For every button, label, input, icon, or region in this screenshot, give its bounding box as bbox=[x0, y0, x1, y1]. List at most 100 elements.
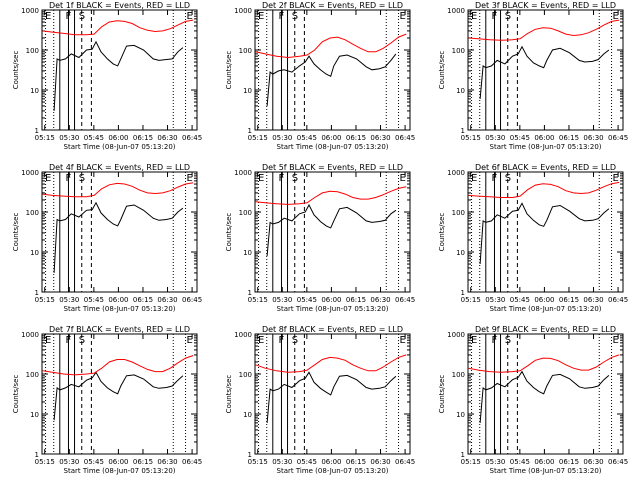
marker-label-s: S bbox=[79, 173, 85, 184]
x-tick-label: 06:00 bbox=[321, 458, 341, 466]
y-tick-label: 10 bbox=[30, 87, 39, 95]
x-tick-label: 06:15 bbox=[133, 458, 153, 466]
x-tick-label: 06:15 bbox=[346, 458, 366, 466]
y-tick-label: 100 bbox=[239, 371, 252, 379]
x-tick-label: 06:00 bbox=[534, 134, 554, 142]
x-tick-label: 05:15 bbox=[461, 296, 481, 304]
x-tick-label: 06:30 bbox=[370, 134, 390, 142]
y-tick-label: 1 bbox=[35, 451, 39, 459]
y-tick-label: 10 bbox=[243, 249, 252, 257]
marker-label-f: F bbox=[278, 11, 284, 22]
marker-label-e: E bbox=[400, 335, 406, 346]
x-tick-label: 06:45 bbox=[395, 458, 415, 466]
x-tick-label: 06:30 bbox=[370, 296, 390, 304]
series-events-line-5 bbox=[266, 203, 397, 256]
series-lld-line-6 bbox=[468, 181, 620, 198]
series-lld-line-1 bbox=[42, 19, 194, 36]
marker-label-e: E bbox=[258, 173, 264, 184]
y-tick-label: 1000 bbox=[21, 169, 39, 177]
marker-label-e: E bbox=[258, 335, 264, 346]
x-tick-label: 06:15 bbox=[133, 134, 153, 142]
marker-label-s: S bbox=[505, 173, 511, 184]
marker-label-f: F bbox=[65, 173, 71, 184]
y-tick-label: 1000 bbox=[234, 331, 252, 339]
y-tick-label: 100 bbox=[239, 47, 252, 55]
x-tick-label: 05:15 bbox=[248, 134, 268, 142]
marker-label-e: E bbox=[45, 335, 51, 346]
marker-label-f: F bbox=[491, 173, 497, 184]
y-tick-label: 10 bbox=[456, 249, 465, 257]
plot-frame-2 bbox=[254, 9, 411, 131]
x-tick-label: 05:15 bbox=[35, 296, 55, 304]
y-tick-label: 10 bbox=[30, 411, 39, 419]
y-tick-label: 1000 bbox=[447, 169, 465, 177]
x-axis-label-7: Start Time (08-Jun-07 05:13:20) bbox=[64, 467, 176, 475]
series-lld-line-7 bbox=[42, 355, 194, 376]
marker-label-s: S bbox=[292, 335, 298, 346]
y-axis-label-8: Counts/sec bbox=[225, 375, 233, 414]
x-tick-label: 06:30 bbox=[157, 458, 177, 466]
x-tick-label: 06:30 bbox=[583, 134, 603, 142]
marker-label-e: E bbox=[45, 173, 51, 184]
y-tick-label: 1000 bbox=[21, 331, 39, 339]
x-tick-label: 06:00 bbox=[534, 458, 554, 466]
series-events-line-8 bbox=[266, 371, 397, 423]
y-tick-label: 10 bbox=[30, 249, 39, 257]
marker-label-f: F bbox=[65, 11, 71, 22]
x-tick-label: 06:30 bbox=[157, 134, 177, 142]
x-tick-label: 06:00 bbox=[108, 134, 128, 142]
marker-label-s: S bbox=[79, 335, 85, 346]
x-axis-label-5: Start Time (08-Jun-07 05:13:20) bbox=[277, 305, 389, 313]
marker-label-e: E bbox=[187, 11, 193, 22]
x-tick-label: 06:15 bbox=[559, 458, 579, 466]
x-tick-label: 05:30 bbox=[59, 134, 79, 142]
marker-label-e: E bbox=[400, 173, 406, 184]
y-tick-label: 1000 bbox=[234, 7, 252, 15]
y-tick-label: 100 bbox=[452, 371, 465, 379]
x-tick-label: 05:45 bbox=[510, 458, 530, 466]
y-tick-label: 1 bbox=[461, 451, 465, 459]
x-tick-label: 05:15 bbox=[248, 296, 268, 304]
y-tick-label: 100 bbox=[239, 209, 252, 217]
panel-title-8: Det 8f BLACK = Events, RED = LLD bbox=[262, 325, 403, 334]
marker-label-e: E bbox=[187, 335, 193, 346]
series-events-line-2 bbox=[266, 53, 397, 106]
x-tick-label: 05:30 bbox=[272, 296, 292, 304]
y-tick-label: 10 bbox=[456, 411, 465, 419]
x-tick-label: 05:45 bbox=[84, 134, 104, 142]
marker-label-e: E bbox=[613, 173, 619, 184]
series-events-line-6 bbox=[479, 202, 610, 265]
marker-label-f: F bbox=[491, 335, 497, 346]
x-tick-label: 06:30 bbox=[157, 296, 177, 304]
x-tick-label: 05:15 bbox=[35, 134, 55, 142]
plot-frame-5 bbox=[254, 171, 411, 293]
x-tick-label: 05:45 bbox=[297, 296, 317, 304]
y-tick-label: 100 bbox=[26, 209, 39, 217]
x-tick-label: 05:30 bbox=[59, 458, 79, 466]
y-tick-label: 100 bbox=[452, 209, 465, 217]
plot-frame-3 bbox=[467, 9, 624, 131]
x-tick-label: 06:45 bbox=[608, 134, 628, 142]
y-tick-label: 1000 bbox=[447, 331, 465, 339]
marker-label-f: F bbox=[278, 335, 284, 346]
x-tick-label: 06:45 bbox=[608, 296, 628, 304]
panel-title-6: Det 6f BLACK = Events, RED = LLD bbox=[475, 163, 616, 172]
x-tick-label: 05:45 bbox=[84, 458, 104, 466]
y-tick-label: 1 bbox=[35, 289, 39, 297]
x-axis-label-4: Start Time (08-Jun-07 05:13:20) bbox=[64, 305, 176, 313]
x-axis-label-8: Start Time (08-Jun-07 05:13:20) bbox=[277, 467, 389, 475]
panel-title-5: Det 5f BLACK = Events, RED = LLD bbox=[262, 163, 403, 172]
x-tick-label: 06:45 bbox=[182, 134, 202, 142]
panel-title-4: Det 4f BLACK = Events, RED = LLD bbox=[49, 163, 190, 172]
x-tick-label: 06:00 bbox=[108, 296, 128, 304]
panel-title-2: Det 2f BLACK = Events, RED = LLD bbox=[262, 1, 403, 10]
plot-frame-4 bbox=[41, 171, 198, 293]
x-tick-label: 06:15 bbox=[346, 134, 366, 142]
y-axis-label-4: Counts/sec bbox=[12, 213, 20, 252]
y-axis-label-3: Counts/sec bbox=[438, 51, 446, 90]
y-axis-label-9: Counts/sec bbox=[438, 375, 446, 414]
panel-title-7: Det 7f BLACK = Events, RED = LLD bbox=[49, 325, 190, 334]
series-lld-line-9 bbox=[468, 354, 620, 373]
y-tick-label: 1 bbox=[461, 127, 465, 135]
series-events-line-1 bbox=[53, 40, 184, 111]
